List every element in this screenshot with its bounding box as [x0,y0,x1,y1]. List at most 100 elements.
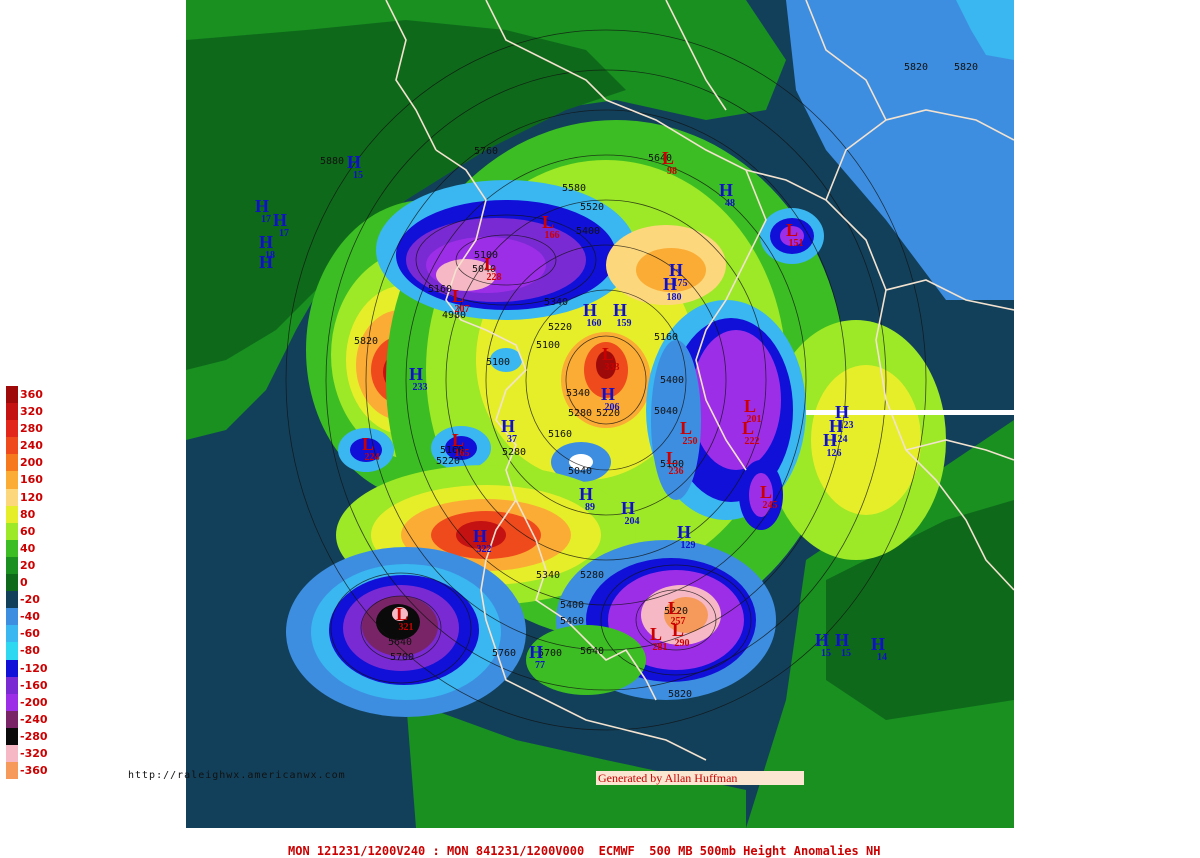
legend-swatch [6,420,18,438]
height-label: 5220 [436,456,460,467]
height-label: 5640 [648,153,672,164]
high-marker: H [669,260,683,280]
center-value: 15 [353,170,363,181]
low-marker: L [672,620,684,640]
legend-swatch [6,625,18,643]
height-label: 5280 [502,447,526,458]
height-label: 5400 [560,600,584,611]
low-marker: L [650,624,662,644]
height-label: 5700 [538,648,562,659]
center-value: 250 [683,436,698,447]
high-marker: H [409,364,423,384]
height-label: 5160 [654,332,678,343]
center-value: 321 [399,622,414,633]
low-marker: L [484,254,496,274]
center-value: 37 [507,434,517,445]
legend-row: 60 [4,522,64,540]
height-label: 5100 [486,357,510,368]
high-pressure-center: H17 [273,210,289,239]
center-value: 201 [747,414,762,425]
legend-label: -20 [20,593,40,607]
center-value: 18 [265,250,275,261]
center-value: 17 [261,214,271,225]
high-pressure-center: H15 [347,152,363,181]
height-label: 5400 [660,375,684,386]
height-label: 5160 [440,445,464,456]
height-label: 5160 [428,284,452,295]
high-marker: H [273,210,287,230]
height-label: 5220 [664,606,688,617]
coastline [805,0,887,121]
height-label: 5100 [536,340,560,351]
coastline [885,279,1014,311]
center-value: 224 [365,452,380,463]
height-contour [565,335,647,425]
height-label: 5820 [954,62,978,73]
high-marker: H [529,642,543,662]
high-marker: H [719,180,733,200]
legend-row: -200 [4,693,64,711]
center-value: 222 [745,436,760,447]
legend-swatch [6,762,18,780]
center-value: 98 [667,166,677,177]
legend-row: 280 [4,420,64,438]
low-marker: L [452,430,464,450]
legend-row: -320 [4,744,64,763]
legend-label: 0 [20,576,28,590]
height-contour [525,289,687,471]
height-contour [330,572,472,684]
low-marker: L [662,148,674,168]
height-label: 5820 [668,689,692,700]
high-marker: H [347,152,361,172]
source-url: http://raleighwx.americanwx.com [128,770,346,781]
coastline [485,0,607,101]
center-value: 159 [617,318,632,329]
center-value: 126 [827,448,842,459]
center-value: 77 [535,660,545,671]
legend-row: -40 [4,608,64,626]
height-contour [360,595,442,661]
legend-swatch [6,437,18,455]
height-label: 5820 [904,62,928,73]
legend-row: 40 [4,539,64,557]
center-value: 17 [279,228,289,239]
high-marker: H [829,416,843,436]
high-pressure-center: H77 [529,642,545,671]
legend-row: 80 [4,505,64,523]
legend-row: 240 [4,437,64,455]
coastline [515,499,657,701]
high-marker: H [871,634,885,654]
high-pressure-center: H17 [255,196,271,225]
center-value: 333 [605,362,620,373]
low-marker: L [744,396,756,416]
height-label: 5700 [390,652,414,663]
legend-row: 160 [4,471,64,489]
legend-swatch [6,693,18,711]
height-label: 5340 [536,570,560,581]
height-label: 5280 [568,408,592,419]
high-marker: H [613,300,627,320]
legend-row: 0 [4,574,64,592]
low-pressure-center: L98 [662,148,677,177]
center-value: 89 [585,502,595,513]
legend-row: 120 [4,488,64,506]
height-label: 5340 [566,388,590,399]
center-value: 14 [877,652,887,663]
high-marker: H [677,522,691,542]
map-caption: MON 121231/1200V240 : MON 841231/1200V00… [288,844,881,858]
legend-swatch [6,608,18,626]
legend-swatch [6,659,18,677]
legend-label: -160 [20,678,48,692]
center-value: 123 [839,420,854,431]
